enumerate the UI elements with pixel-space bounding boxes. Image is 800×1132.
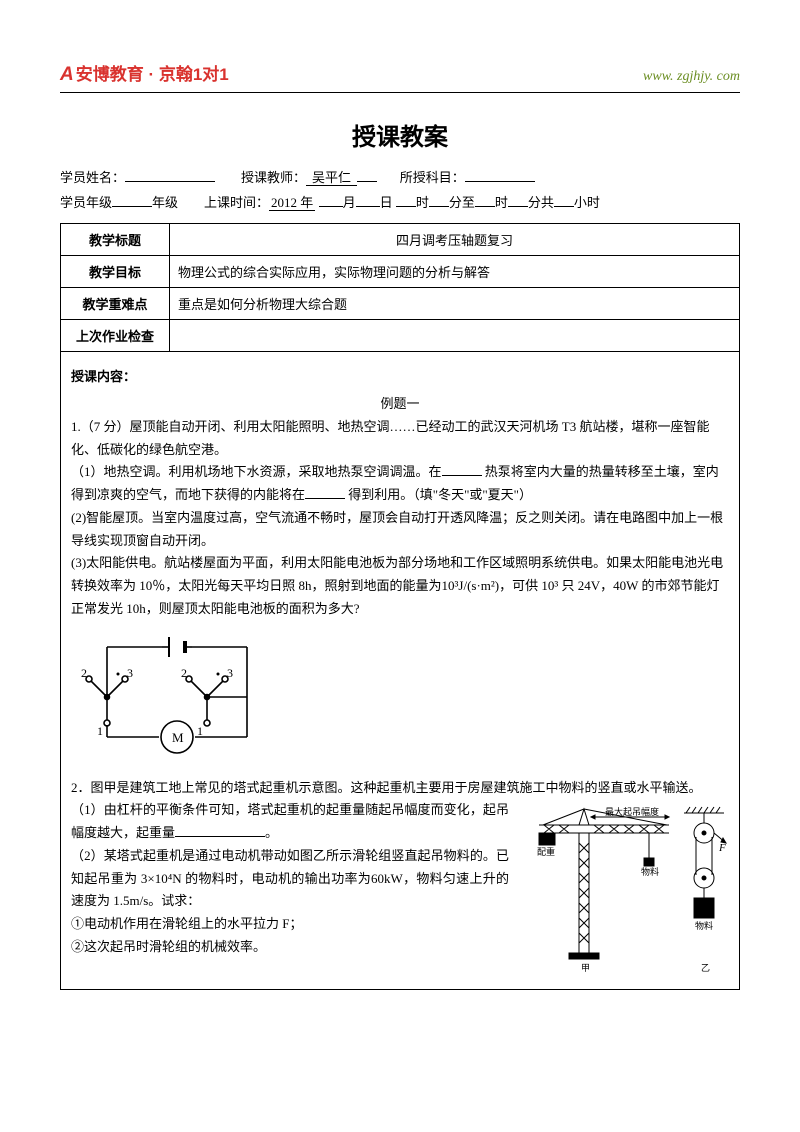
q1-intro: 1.（7 分）屋顶能自动开闭、利用太阳能照明、地热空调……已经动工的武汉天河机场… [71, 416, 729, 462]
site-url: www. zgjhjy. com [643, 69, 740, 85]
row4-header: 上次作业检查 [61, 320, 170, 352]
svg-text:M: M [172, 730, 184, 745]
circuit-diagram: 2 3 1 2 3 1 M [77, 627, 277, 767]
content-box: 授课内容： 例题一 1.（7 分）屋顶能自动开闭、利用太阳能照明、地热空调……已… [60, 352, 740, 990]
row1-value: 四月调考压轴题复习 [170, 224, 740, 256]
svg-text:3: 3 [127, 666, 133, 680]
content-section-title: 授课内容： [71, 366, 729, 389]
info-table: 教学标题 四月调考压轴题复习 教学目标 物理公式的综合实际应用，实际物理问题的分… [60, 223, 740, 352]
svg-text:物料: 物料 [695, 920, 713, 931]
q1-part1: （1）地热空调。利用机场地下水资源，采取地热泵空调调温。在 热泵将室内大量的热量… [71, 461, 729, 507]
row2-header: 教学目标 [61, 256, 170, 288]
q1-part2: (2)智能屋顶。当室内温度过高，空气流通不畅时，屋顶会自动打开透风降温；反之则关… [71, 507, 729, 553]
example1-label: 例题一 [71, 393, 729, 416]
row3-value: 重点是如何分析物理大综合题 [170, 288, 740, 320]
svg-text:2: 2 [181, 666, 187, 680]
svg-text:1: 1 [197, 724, 203, 738]
svg-text:配重: 配重 [537, 846, 555, 857]
brand-logo: A安博教育 · 京翰1对1 [60, 60, 229, 86]
svg-text:物料: 物料 [641, 866, 659, 877]
row2-value: 物理公式的综合实际应用，实际物理问题的分析与解答 [170, 256, 740, 288]
header-divider [60, 92, 740, 93]
crane-figure: 配重 最大起吊幅度 物料 甲 F 物料 乙 [519, 803, 729, 973]
row4-value [170, 320, 740, 352]
page-title: 授课教案 [60, 117, 740, 152]
svg-text:F: F [718, 842, 726, 854]
svg-text:2: 2 [81, 666, 87, 680]
q2-intro: 2．图甲是建筑工地上常见的塔式起重机示意图。这种起重机主要用于房屋建筑施工中物料… [71, 777, 729, 800]
meta-line-2: 学员年级年级 上课时间：2012 年 月日 时分至时分共小时 [60, 191, 740, 216]
meta-line-1: 学员姓名： 授课教师：吴平仁 所授科目： [60, 166, 740, 191]
svg-text:3: 3 [227, 666, 233, 680]
row1-header: 教学标题 [61, 224, 170, 256]
svg-text:甲: 甲 [581, 963, 590, 973]
svg-text:1: 1 [97, 724, 103, 738]
svg-text:乙: 乙 [701, 963, 710, 973]
q1-part3: (3)太阳能供电。航站楼屋面为平面，利用太阳能电池板为部分场地和工作区域照明系统… [71, 552, 729, 620]
svg-text:最大起吊幅度: 最大起吊幅度 [605, 806, 659, 817]
row3-header: 教学重难点 [61, 288, 170, 320]
